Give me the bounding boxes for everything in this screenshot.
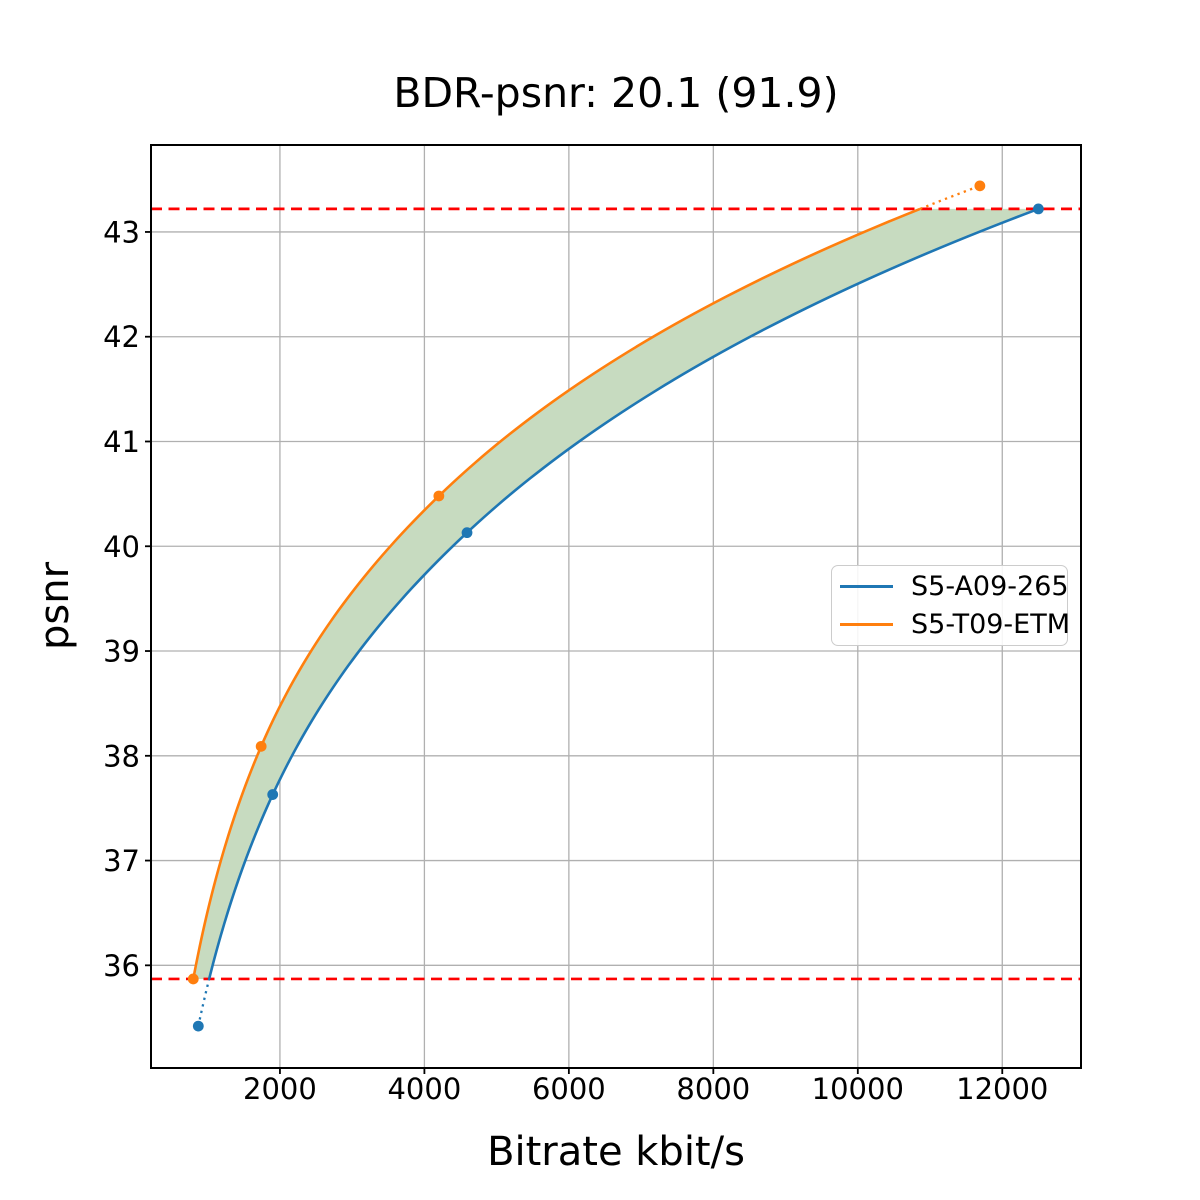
y-tick-label: 43 (103, 215, 140, 249)
y-tick-label: 42 (103, 320, 140, 354)
marker-s5-a09-265 (1032, 203, 1044, 215)
x-tick-label: 12000 (956, 1072, 1048, 1106)
curve-s5-a09-265 (207, 207, 1039, 980)
x-tick-label: 6000 (532, 1072, 606, 1106)
legend-item: S5-A09-265 (840, 573, 1069, 600)
marker-s5-t09-etm (433, 490, 445, 502)
y-tick-label: 36 (103, 949, 140, 983)
plot-frame (150, 144, 1082, 1069)
y-tick-label: 37 (103, 844, 140, 878)
marker-s5-t09-etm (255, 740, 267, 752)
marker-s5-a09-265 (267, 789, 279, 800)
marker-s5-a09-265 (461, 527, 473, 539)
legend-line-sample-blue (840, 585, 893, 588)
curve-s5-a09-265-dotted-low (197, 978, 211, 1027)
legend-label: S5-T09-ETM (911, 609, 1071, 640)
chart-title: BDR-psnr: 20.1 (91.9) (393, 69, 839, 117)
marker-s5-t09-etm (974, 180, 986, 192)
y-axis-label: psnr (32, 561, 78, 651)
curve-s5-t09-etm-dotted-high (919, 184, 981, 210)
marker-s5-a09-265 (192, 1020, 204, 1032)
band-fill (193, 208, 1039, 979)
y-tick-label: 39 (103, 635, 140, 669)
x-tick-label: 10000 (812, 1072, 904, 1106)
x-axis-label: Bitrate kbit/s (487, 1129, 745, 1175)
legend-item: S5-T09-ETM (840, 611, 1070, 638)
x-tick-label: 2000 (243, 1072, 317, 1106)
legend-label: S5-A09-265 (911, 571, 1069, 602)
x-tick-label: 4000 (387, 1072, 461, 1106)
y-tick-label: 38 (103, 739, 140, 773)
y-tick-label: 40 (103, 530, 140, 564)
legend-line-sample-orange (840, 623, 893, 626)
x-tick-label: 8000 (676, 1072, 750, 1106)
curve-s5-t09-etm (191, 207, 921, 980)
y-tick-label: 41 (103, 425, 140, 459)
marker-s5-t09-etm (187, 973, 199, 985)
legend: S5-A09-265 S5-T09-ETM (831, 565, 1070, 646)
